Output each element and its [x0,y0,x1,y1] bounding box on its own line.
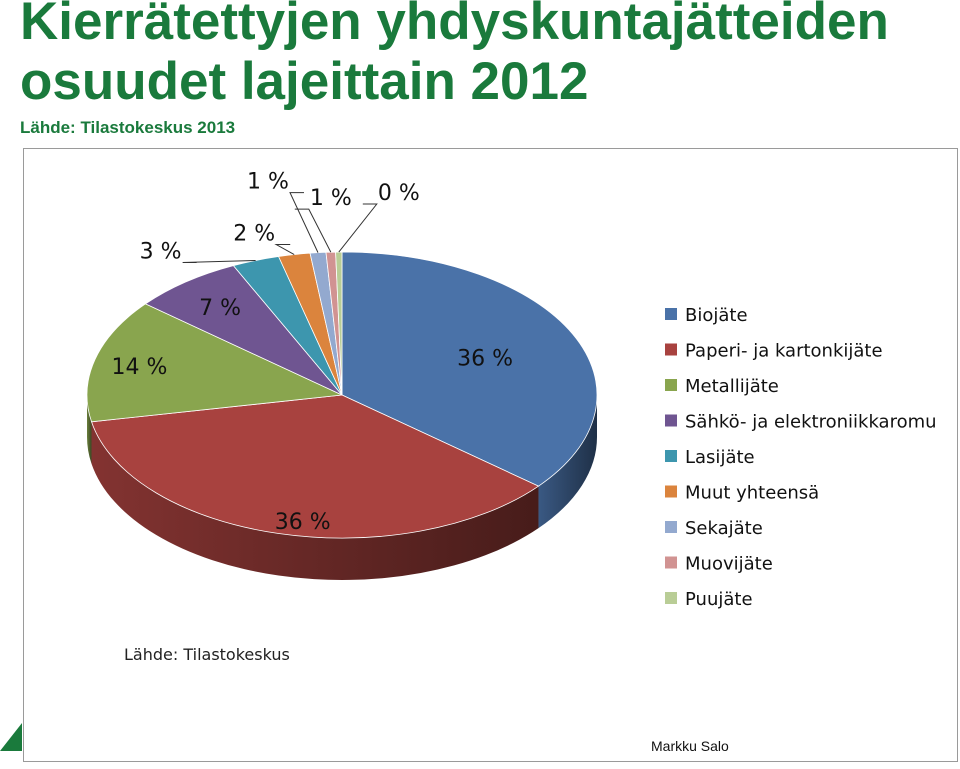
legend-label-0: Biojäte [685,305,748,326]
pie-side-1 [91,421,539,580]
legend-label-4: Lasijäte [685,447,755,468]
slide-subtitle: Lähde: Tilastokeskus 2013 [20,118,236,137]
legend-label-6: Sekajäte [685,518,763,539]
legend-swatch-4 [665,450,677,462]
chart-source-note: Lähde: Tilastokeskus [124,645,290,664]
data-label-2: 14 % [112,355,168,380]
legend-label-5: Muut yhteensä [685,483,819,504]
legend-swatch-3 [665,414,677,427]
legend-swatch-6 [665,521,677,533]
author-name: Markku Salo [651,738,729,754]
slide-title: Kierrätettyjen yhdyskuntajätteiden osuud… [20,0,889,111]
leader-line-5 [274,244,295,255]
leader-line-4 [182,259,256,263]
leader-line-6 [289,192,319,253]
legend-swatch-5 [665,485,677,498]
pie-slice-3 [144,265,343,396]
data-label-4: 3 % [140,239,182,264]
data-label-5: 2 % [233,222,275,247]
legend-swatch-1 [665,343,677,356]
data-label-1: 36 % [275,510,331,535]
pie-slice-1 [90,394,540,539]
legend-label-3: Sähkö- ja elektroniikkaromu [685,412,937,433]
legend-swatch-2 [665,379,677,391]
pie-slice-2 [86,303,344,423]
legend-swatch-8 [665,592,677,604]
data-label-3: 7 % [199,296,241,321]
legend-swatch-7 [665,556,677,569]
legend-label-7: Muovijäte [685,554,773,575]
pie-slice-0 [341,251,598,487]
pie-chart: 36 % 36 % 14 % 7 % 3 % 2 % 1 % 1 % 0 % Biojäte Pap… [86,170,937,610]
chart-frame: 36 % 36 % 14 % 7 % 3 % 2 % 1 % 1 % 0 % Biojäte Pap… [23,148,958,762]
leader-line-8 [338,203,378,253]
pie-side-2 [87,395,92,464]
legend-swatch-0 [665,308,677,320]
leader-line-7 [294,208,332,253]
legend-label-2: Metallijäte [685,376,779,397]
data-label-6: 1 % [247,170,289,195]
legend-label-8: Puujäte [685,589,753,610]
legend-label-1: Paperi- ja kartonkijäte [685,341,883,362]
data-label-0: 36 % [457,346,513,371]
corner-logo-icon [0,723,22,751]
data-label-7: 1 % [310,186,352,211]
data-label-8: 0 % [378,181,420,206]
